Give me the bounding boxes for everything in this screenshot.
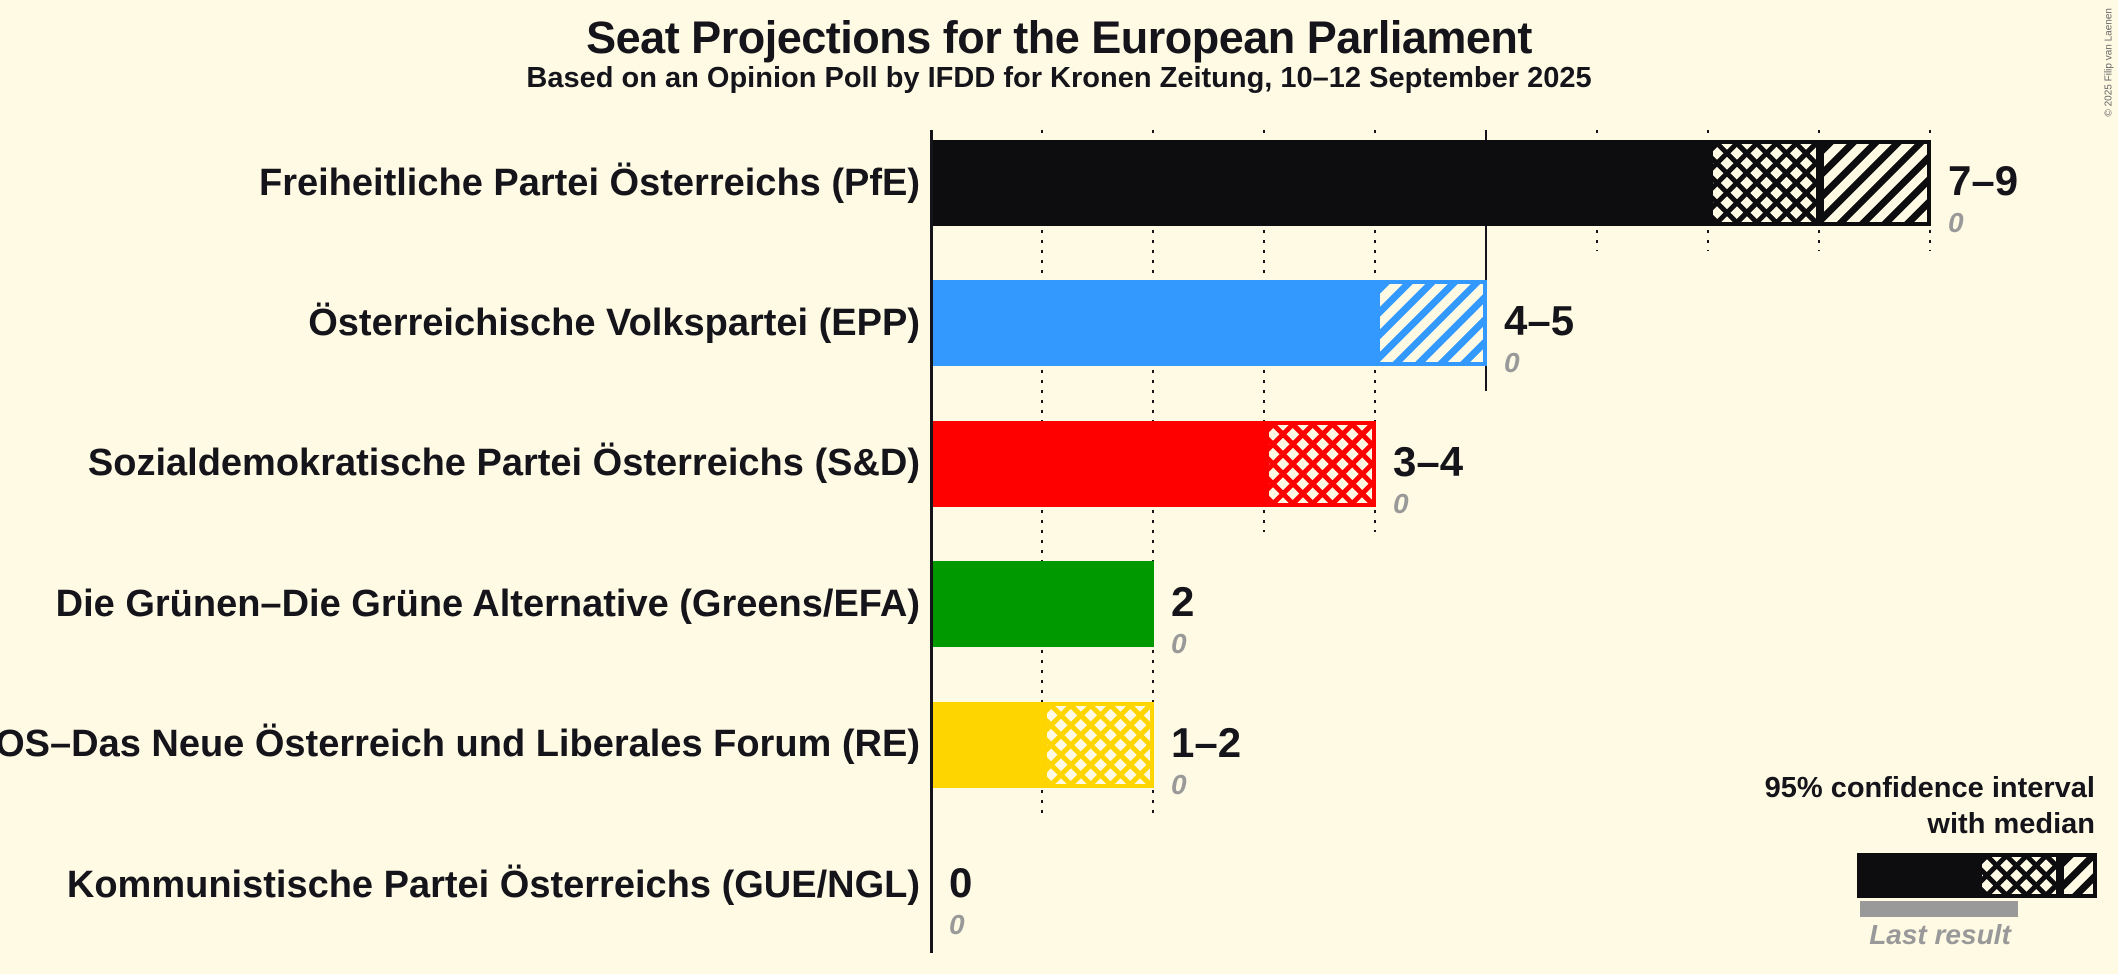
seat-range-label: 4–5 — [1504, 297, 1575, 345]
party-label: Die Grünen–Die Grüne Alternative (Greens… — [55, 582, 920, 625]
seat-range-label: 7–9 — [1948, 157, 2019, 204]
last-result-value: 0 — [1504, 347, 1520, 379]
seat-range-label: 1–2 — [1171, 718, 1242, 766]
seat-range-label: 2 — [1171, 578, 1195, 626]
seat-bar — [932, 420, 1376, 507]
legend-ci-label-line2: with median — [1927, 808, 2095, 840]
seat-bar — [932, 701, 1154, 788]
y-axis — [930, 130, 933, 953]
last-result-value: 0 — [1171, 768, 1187, 800]
legend-sample-bar — [1857, 853, 2097, 898]
legend-ci-hatch-segment — [2060, 853, 2097, 898]
legend-last-result-bar — [1860, 901, 2018, 917]
last-result-value: 0 — [1393, 487, 1409, 519]
seat-projection-value: 3–4 0 — [1393, 437, 1464, 519]
party-label: Kommunistische Partei Österreichs (GUE/N… — [66, 863, 920, 906]
bar-solid-segment — [932, 280, 1376, 367]
bar-median-hatch-segment — [1043, 701, 1154, 788]
bar-solid-segment — [932, 420, 1265, 507]
bar-median-hatch-segment — [1709, 140, 1820, 226]
party-label: Sozialdemokratische Partei Österreichs (… — [87, 442, 920, 485]
bar-solid-segment — [932, 701, 1043, 788]
party-label: Österreichische Volkspartei (EPP) — [308, 301, 920, 344]
legend-last-result-label: Last result — [1869, 919, 2011, 950]
bar-ci-hatch-segment — [1376, 280, 1487, 367]
seat-bar — [932, 280, 1487, 367]
bar-solid-segment — [932, 561, 1154, 648]
legend-ci-label-line1: 95% confidence interval — [1764, 772, 2095, 804]
seat-bar — [932, 561, 1154, 648]
seat-projection-value: 1–2 0 — [1171, 718, 1242, 800]
seat-projection-value: 4–5 0 — [1504, 300, 1574, 377]
legend-solid-segment — [1857, 853, 1978, 898]
chart-title: Seat Projections for the European Parlia… — [586, 12, 1532, 63]
party-label: NEOS–Das Neue Österreich und Liberales F… — [0, 723, 920, 766]
bar-solid-segment — [932, 140, 1709, 226]
bar-ci-hatch-segment — [1820, 140, 1931, 226]
seat-range-label: 0 — [949, 859, 973, 906]
party-label: Freiheitliche Partei Österreichs (PfE) — [258, 161, 920, 204]
last-result-value: 0 — [949, 909, 965, 940]
legend-median-hatch-segment — [1978, 853, 2060, 898]
last-result-value: 0 — [1948, 207, 1964, 238]
seat-bar — [932, 140, 1931, 226]
chart-subtitle: Based on an Opinion Poll by IFDD for Kro… — [526, 62, 1592, 94]
last-result-value: 0 — [1171, 628, 1187, 660]
seat-range-label: 3–4 — [1393, 437, 1464, 485]
seat-projection-value: 7–9 0 — [1948, 160, 2018, 237]
bar-median-hatch-segment — [1265, 420, 1376, 507]
gridline-seat-5 — [1485, 130, 1487, 392]
